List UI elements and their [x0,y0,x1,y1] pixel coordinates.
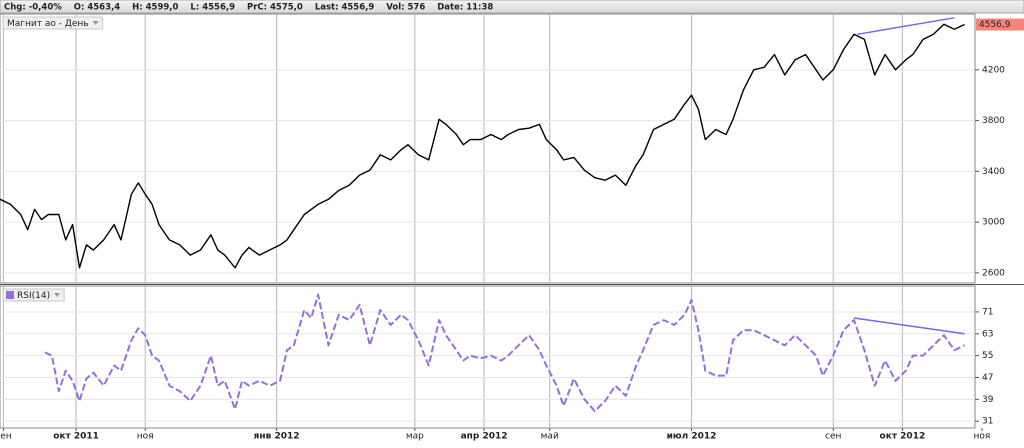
trend-line [853,317,965,335]
y-tick-label: 39 [982,395,994,405]
legend-label: Магнит ао - День [7,19,89,29]
legend: Магнит ао - День [2,16,104,30]
y-tick-label: 3000 [982,218,1005,228]
x-tick-label: ноя [974,432,991,442]
y-tick-label: 31 [982,417,993,427]
legend-label: RSI(14) [17,291,50,301]
x-tick-label: сен [0,432,12,442]
header-item: L: 4556,9 [190,3,235,13]
y-tick-label: 4200 [982,65,1005,75]
x-tick-label: сен [825,432,841,442]
series-line [44,293,966,413]
header-item: Chg: -0,40% [4,3,62,13]
x-tick-label: апр 2012 [461,432,508,442]
price-panel [0,13,976,284]
legend-arrow [54,293,61,297]
header-bar [0,0,1024,14]
legend: RSI(14) [2,288,65,302]
y-tick-label: 3400 [982,167,1005,177]
last-value-box [976,18,1024,31]
x-tick-label: окт 2012 [880,432,926,442]
legend-box [2,16,104,30]
x-tick-label: июл 2012 [667,432,717,442]
trend-line [857,17,955,36]
header-item: Last: 4556,9 [315,3,375,13]
series-line [0,23,965,269]
last-value-label: 4556,9 [979,20,1011,30]
legend-swatch [6,291,14,299]
header-item: PrC: 4575,0 [247,3,303,13]
header-item: Date: 11:38 [437,3,493,13]
plot-layer: 2600 3000 3400 3800 4200 Магнит ао - День 4556… [0,14,1024,442]
legend-arrow [92,21,99,25]
header-item: Vol: 576 [386,3,425,13]
rsi-panel [0,285,976,429]
header: Chg: -0,40% O: 4563,4 H: 4599,0 L: 4556,9 Pr… [4,3,493,13]
y-tick-label: 63 [982,329,993,339]
x-tick-label: май [541,432,559,442]
y-tick-label: 3800 [982,116,1005,126]
x-tick-label: янв 2012 [254,432,300,442]
header-item: O: 4563,4 [74,3,120,13]
y-tick-label: 71 [982,307,993,317]
legend-box [2,288,65,302]
y-tick-label: 55 [982,351,993,361]
x-tick-label: мар [406,432,424,442]
y-tick-label: 2600 [982,268,1005,278]
y-tick-label: 47 [982,373,993,383]
header-item: H: 4599,0 [132,3,178,13]
x-tick-label: ноя [137,432,154,442]
x-tick-label: окт 2011 [53,432,99,442]
